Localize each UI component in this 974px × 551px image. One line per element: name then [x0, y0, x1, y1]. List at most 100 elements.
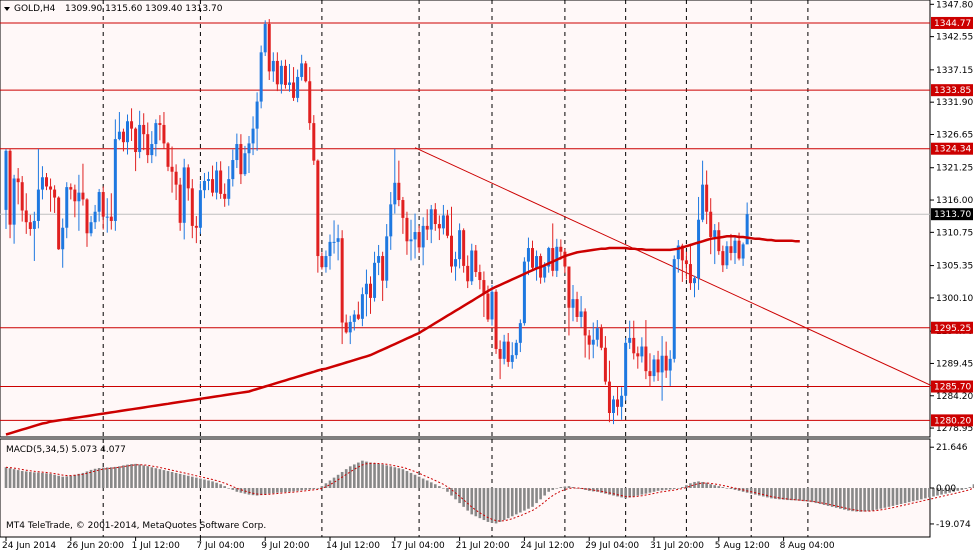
macd-tick-label: 0.00 — [936, 484, 956, 494]
candle — [526, 237, 530, 276]
candle-body — [8, 150, 12, 225]
macd-bar — [142, 465, 145, 488]
candle-body — [288, 82, 291, 85]
candle-body — [369, 283, 372, 298]
macd-bar — [579, 488, 583, 489]
symbol-dropdown-icon[interactable] — [4, 7, 10, 11]
macd-bar — [320, 486, 324, 488]
candle — [89, 216, 93, 237]
macd-bar — [551, 488, 555, 490]
candle-body — [397, 182, 401, 201]
macd-bar — [16, 470, 20, 488]
candle-body — [640, 346, 644, 357]
candle — [93, 204, 97, 229]
candle-body — [535, 256, 539, 268]
candle — [174, 164, 178, 201]
candle — [393, 148, 397, 214]
candle — [101, 186, 105, 230]
macd-bar — [543, 488, 546, 496]
macd-bar — [304, 488, 307, 490]
candle — [109, 193, 113, 230]
macd-bar — [53, 474, 56, 488]
price-tick-label: 1337.15 — [936, 66, 973, 76]
time-tick-label: 29 Jul 04:00 — [585, 541, 639, 551]
macd-bar — [891, 488, 895, 506]
candle-body — [377, 256, 381, 263]
candle-body — [150, 144, 154, 156]
candle — [292, 67, 296, 101]
candle-body — [405, 217, 409, 242]
candle-body — [454, 259, 458, 267]
candle — [729, 233, 733, 261]
moving-average-line — [5, 235, 800, 436]
candle — [369, 276, 372, 314]
macd-bar — [515, 488, 518, 515]
macd-bar — [12, 469, 16, 488]
candle — [247, 136, 251, 173]
macd-bar — [725, 488, 729, 489]
candle-body — [486, 293, 490, 320]
macd-bar — [122, 465, 125, 488]
candle — [263, 20, 267, 57]
macd-bar — [486, 488, 490, 522]
macd-bar — [357, 462, 360, 488]
candle — [640, 337, 644, 363]
candle — [385, 224, 389, 289]
macd-bar — [308, 488, 312, 490]
macd-bar — [745, 488, 749, 493]
candle-body — [721, 251, 725, 266]
candle — [61, 218, 65, 268]
macd-bar — [826, 488, 830, 506]
candle — [312, 115, 316, 165]
candle-body — [417, 232, 421, 248]
macd-bar — [636, 488, 640, 496]
time-tick-label: 21 Jul 20:00 — [456, 541, 510, 551]
candle-body — [474, 250, 478, 273]
time-tick-label: 26 Jun 20:00 — [67, 541, 124, 551]
candle-body — [101, 192, 105, 217]
macd-bar — [118, 466, 121, 488]
candle-body — [502, 341, 506, 359]
macd-bar — [85, 471, 89, 488]
macd-bar — [964, 488, 968, 489]
candle — [194, 216, 198, 244]
macd-bar — [506, 488, 510, 519]
macd-bar — [69, 475, 73, 488]
macd-bar — [65, 476, 69, 488]
candle-body — [433, 209, 437, 225]
macd-bar — [948, 488, 951, 493]
candle-body — [45, 177, 48, 187]
candle-body — [437, 224, 441, 229]
macd-bar — [709, 484, 712, 488]
candle-body — [215, 170, 219, 193]
macd-bar — [863, 488, 866, 512]
candle-body — [227, 179, 231, 199]
macd-bar — [417, 476, 421, 488]
candle-body — [543, 266, 547, 278]
candle — [324, 250, 328, 273]
candle-body — [166, 143, 170, 167]
macd-bar — [292, 488, 295, 492]
candle-body — [445, 215, 449, 236]
candle-body — [53, 189, 57, 198]
price-tick-label: 1310.75 — [936, 228, 973, 238]
macd-bar — [20, 471, 24, 488]
candle-body — [373, 262, 377, 298]
candle-body — [109, 216, 113, 221]
macd-bar — [207, 480, 210, 488]
time-tick-label: 5 Aug 12:00 — [715, 541, 770, 551]
macd-bar — [259, 488, 263, 496]
macd-bar — [920, 488, 923, 500]
candle-body — [243, 153, 247, 175]
candle-body — [138, 124, 142, 153]
candle — [490, 284, 494, 326]
candle — [336, 224, 340, 261]
macd-bar — [114, 466, 117, 488]
candle — [591, 322, 595, 359]
candle — [259, 45, 263, 109]
candle-body — [73, 189, 77, 202]
macd-bar — [462, 488, 465, 507]
macd-bar — [158, 469, 162, 488]
macd-bar — [474, 488, 478, 517]
